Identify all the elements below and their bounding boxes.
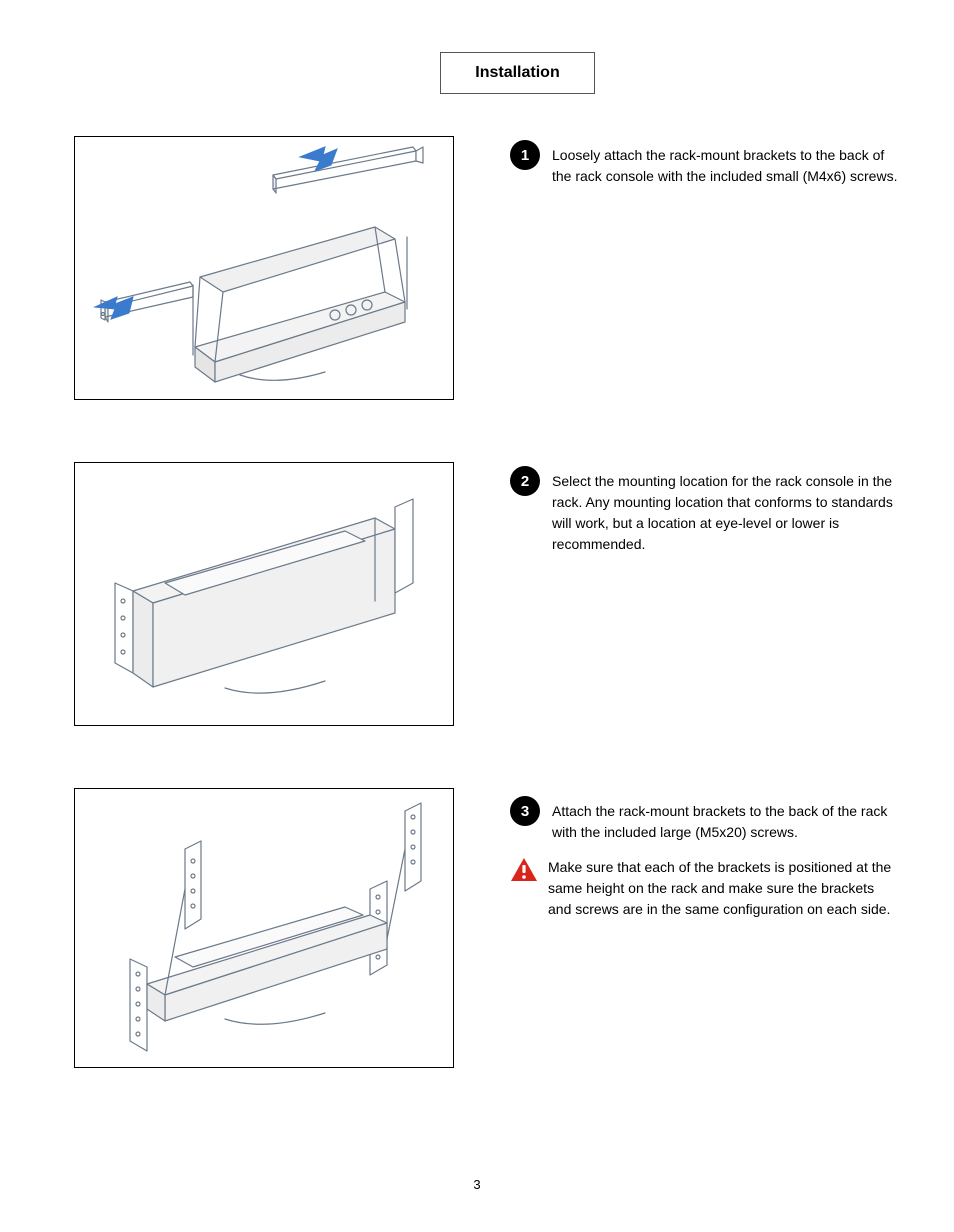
warning-icon (510, 857, 538, 889)
section-title-box: Installation (440, 52, 595, 94)
step-number-2: 2 (510, 466, 540, 496)
step-3-text: Attach the rack-mount brackets to the ba… (552, 801, 900, 843)
step-2-text: Select the mounting location for the rac… (552, 471, 900, 555)
illustration-1 (74, 136, 454, 400)
step-3: 3 Attach the rack-mount brackets to the … (510, 796, 900, 920)
step-number-3: 3 (510, 796, 540, 826)
page-number: 3 (0, 1177, 954, 1192)
warning-row: Make sure that each of the brackets is p… (552, 857, 900, 920)
illustration-3 (74, 788, 454, 1068)
warning-text: Make sure that each of the brackets is p… (548, 857, 900, 920)
section-title: Installation (475, 64, 559, 82)
step-2: 2 Select the mounting location for the r… (510, 466, 900, 565)
step-number-1: 1 (510, 140, 540, 170)
step-1: 1 Loosely attach the rack-mount brackets… (510, 140, 900, 197)
illustration-2 (74, 462, 454, 726)
step-1-text: Loosely attach the rack-mount brackets t… (552, 145, 900, 187)
